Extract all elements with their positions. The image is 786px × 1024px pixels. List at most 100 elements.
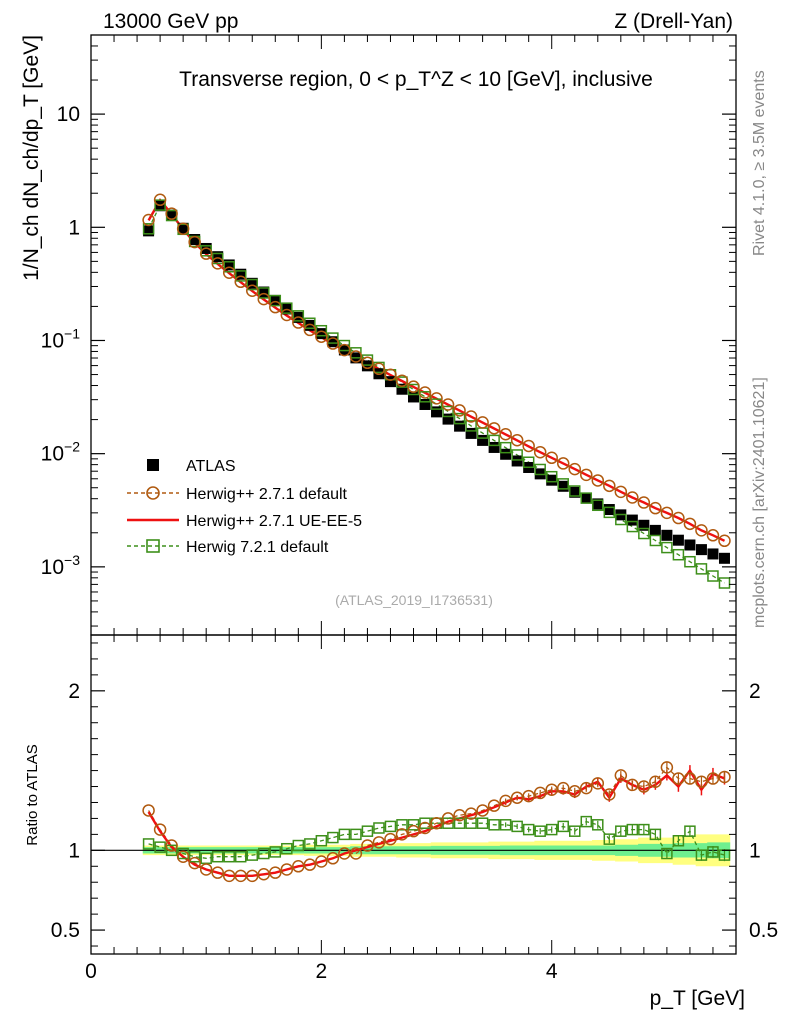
h271-point xyxy=(487,422,501,435)
h271-point xyxy=(718,534,731,548)
legend-atlas-marker xyxy=(147,459,159,471)
h721-point xyxy=(338,339,351,352)
ratio-h721-point xyxy=(154,841,166,853)
atlas-point xyxy=(269,294,281,306)
h721-point xyxy=(269,294,282,307)
ratio-h271-point xyxy=(188,856,201,870)
x-tick-label: 4 xyxy=(546,960,558,983)
h271-point xyxy=(499,427,512,441)
ratio-h721-point xyxy=(453,817,466,829)
rivet-version-label: Rivet 4.1.0, ≥ 3.5M events xyxy=(751,70,768,256)
h271-point xyxy=(522,439,535,453)
ratio-h271-point xyxy=(695,775,708,788)
ratio-h721-point xyxy=(327,831,339,844)
ratio-h721-point xyxy=(165,844,178,857)
h271-point xyxy=(303,323,317,337)
h271-point xyxy=(361,356,374,370)
h721-point xyxy=(569,485,581,497)
watermark-label: (ATLAS_2019_I1736531) xyxy=(335,592,493,608)
h271-point xyxy=(614,485,628,499)
h721-point xyxy=(258,287,270,299)
ratio-h271-point xyxy=(407,824,420,838)
ratio-h271-point xyxy=(303,858,317,871)
atlas-point xyxy=(454,420,466,432)
ratio-y-tick-label-right: 1 xyxy=(749,839,761,862)
ratio-h721-point xyxy=(592,819,604,831)
atlas-point xyxy=(384,376,396,388)
h721-point xyxy=(672,548,685,561)
ratio-h721-point xyxy=(465,817,477,829)
ratio-h271-point xyxy=(199,863,213,876)
atlas-point xyxy=(626,514,638,526)
ratio-h721-point xyxy=(476,817,489,829)
atlas-point xyxy=(143,225,155,237)
atlas-point xyxy=(649,524,661,536)
h271-point xyxy=(441,398,455,411)
atlas-point xyxy=(672,534,684,546)
ratio-h721-point xyxy=(638,823,650,836)
ratio-h271-point xyxy=(580,781,593,795)
atlas-point xyxy=(315,328,327,340)
atlas-point xyxy=(638,519,650,531)
ratio-h721-point xyxy=(292,839,305,852)
h271-point xyxy=(153,193,167,207)
atlas-point xyxy=(408,391,419,403)
ratio-h271-point xyxy=(315,855,328,868)
h721-point xyxy=(603,506,616,519)
ratio-h271-point xyxy=(556,781,570,795)
ratio-h721-point xyxy=(442,817,454,829)
ratio-h721-point xyxy=(384,820,397,833)
atlas-point xyxy=(235,268,247,280)
h271-point xyxy=(372,362,386,376)
atlas-point xyxy=(304,319,316,331)
h721-point xyxy=(142,223,155,235)
atlas-point xyxy=(442,413,454,425)
ratio-h721-point xyxy=(569,825,581,837)
h271-point xyxy=(338,343,351,357)
h721-point xyxy=(223,261,235,273)
atlas-point xyxy=(661,529,673,541)
ratio-h271-point xyxy=(591,777,605,790)
atlas-point xyxy=(546,474,558,486)
ratio-plot-marks xyxy=(91,761,736,883)
atlas-point xyxy=(695,544,707,556)
h271-point xyxy=(430,392,443,405)
ratio-h271-point xyxy=(430,816,443,830)
h271-point xyxy=(453,404,466,417)
atlas-point xyxy=(557,480,569,492)
ratio-h721-point xyxy=(211,850,224,863)
ratio-h271-point xyxy=(487,799,501,812)
ratio-h721-point xyxy=(580,815,593,828)
atlas-point xyxy=(419,398,431,410)
ratio-h721-point xyxy=(234,850,247,863)
atlas-point xyxy=(592,498,604,510)
ratio-h721-point xyxy=(672,835,685,847)
h721-point xyxy=(545,470,558,483)
main-axis-ticks: 10−3 10−2 10−1 1 10 xyxy=(41,34,737,635)
ratio-h721-point xyxy=(350,828,362,841)
h271-point xyxy=(199,247,213,260)
h721-point xyxy=(419,391,431,403)
h721-point xyxy=(684,555,696,568)
ratio-h271-point xyxy=(165,839,178,852)
ratio-h721-point xyxy=(281,842,293,855)
ratio-h721-point xyxy=(522,823,535,836)
h271-point xyxy=(257,292,271,306)
main-title: Transverse region, 0 < p_T^Z < 10 [GeV],… xyxy=(179,68,653,91)
h721-point xyxy=(522,456,535,468)
ratio-h721-point xyxy=(188,850,201,863)
h721-point xyxy=(649,534,662,547)
h721-point xyxy=(638,527,650,540)
ratio-h271-point xyxy=(361,839,374,852)
ratio-h721-point xyxy=(246,849,258,861)
atlas-point xyxy=(488,441,500,453)
ratio-panel: 0.5 0.5 1 1 2 2 0 2 4 Ratio to ATLAS p_T [GeV] xyxy=(24,634,778,1010)
atlas-point xyxy=(500,448,512,460)
ratio-axis-ticks: 0.5 0.5 1 1 2 2 0 2 4 xyxy=(51,635,778,983)
h721-point xyxy=(442,405,454,418)
h271-point xyxy=(418,386,432,399)
h271-point xyxy=(292,316,305,329)
ratio-h721-point xyxy=(407,819,420,831)
ratio-h271-point xyxy=(441,812,455,825)
